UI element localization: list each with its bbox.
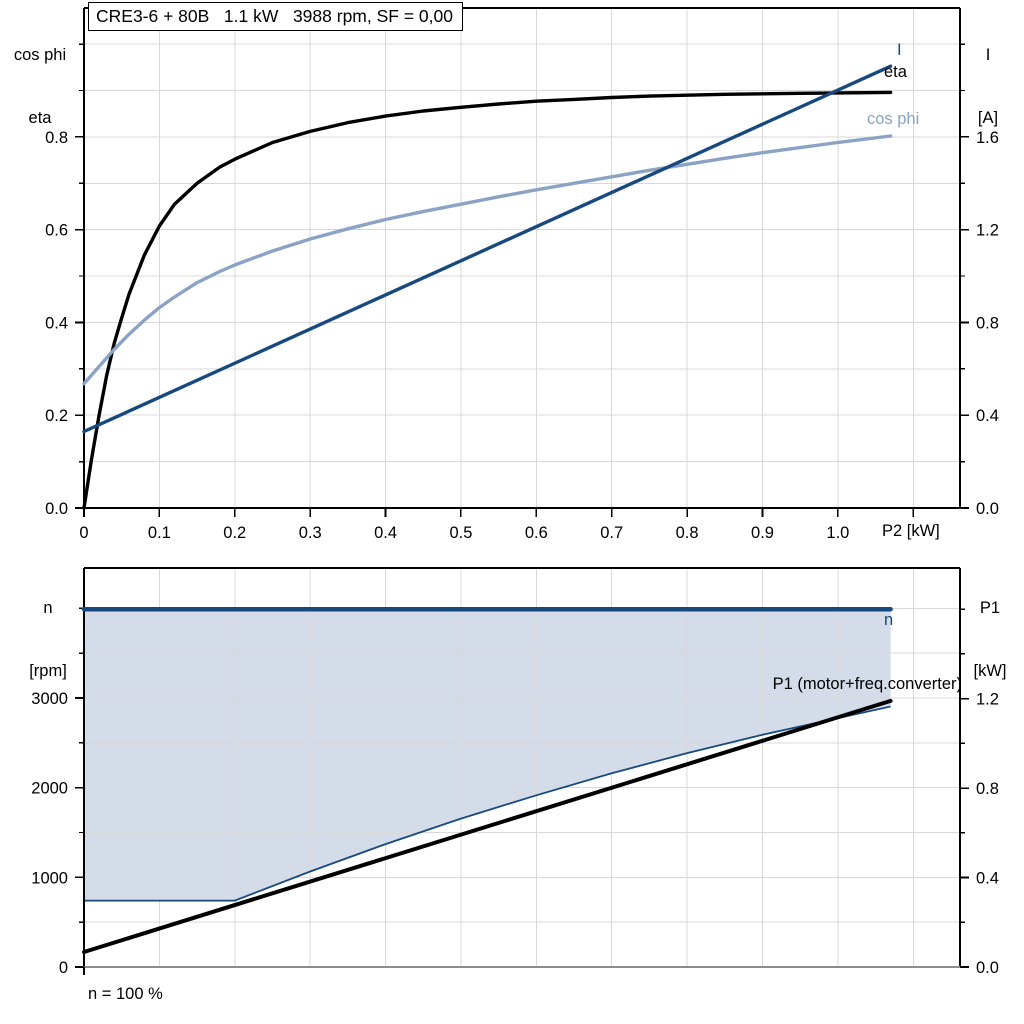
tick-label-left: 1000 bbox=[31, 869, 68, 887]
eta-axis-label: eta bbox=[28, 109, 52, 127]
tick-label-x: 0.1 bbox=[148, 524, 171, 542]
top-chart-left-axis-title: cos phi eta bbox=[2, 3, 78, 150]
tick-label-right: 0.8 bbox=[976, 314, 999, 332]
tick-label-x: 1.0 bbox=[826, 524, 849, 542]
tick-label-left: 0.8 bbox=[45, 129, 68, 147]
tick-label-x: 0.6 bbox=[525, 524, 548, 542]
tick-label-right: 0.0 bbox=[976, 500, 999, 518]
cos-phi-axis-label: cos phi bbox=[13, 46, 67, 64]
x-axis-title: P2 [kW] bbox=[882, 522, 940, 540]
tick-label-left: 3000 bbox=[31, 690, 68, 708]
tick-label-x: 0.8 bbox=[676, 524, 699, 542]
tick-label-left: 0.4 bbox=[45, 314, 68, 332]
tick-label-left: 0.6 bbox=[45, 222, 68, 240]
top-chart-right-axis-title: I [A] bbox=[950, 3, 1024, 150]
bottom-chart-right-axis-title: P1 [kW] bbox=[952, 556, 1024, 703]
current-curve-label: I bbox=[897, 41, 902, 59]
curve-i bbox=[82, 64, 893, 434]
tick-label-left: 0.0 bbox=[45, 500, 68, 518]
curve-cos-phi bbox=[82, 134, 893, 386]
p1-axis-label: P1 bbox=[979, 599, 1001, 617]
tick-label-right: 1.2 bbox=[976, 222, 999, 240]
tick-label-left: 0.2 bbox=[45, 407, 68, 425]
speed-footnote: n = 100 % bbox=[88, 985, 163, 1003]
tick-label-right: 1.6 bbox=[976, 129, 999, 147]
tick-label-right: 0.0 bbox=[976, 959, 999, 977]
speed-range-lower-edge bbox=[84, 705, 891, 902]
tick-label-x: 0.2 bbox=[223, 524, 246, 542]
tick-label-right: 0.8 bbox=[976, 780, 999, 798]
tick-label-x: 0.7 bbox=[600, 524, 623, 542]
eta-curve-label: eta bbox=[884, 63, 907, 81]
tick-label-x: 0.3 bbox=[299, 524, 322, 542]
current-axis-unit: [A] bbox=[977, 109, 999, 127]
tick-label-right: 0.4 bbox=[976, 407, 999, 425]
chart-title: CRE3-6 + 80B 1.1 kW 3988 rpm, SF = 0,00 bbox=[88, 2, 463, 31]
speed-axis-label: n bbox=[43, 599, 53, 617]
tick-label-left: 2000 bbox=[31, 780, 68, 798]
p1-curve-label: P1 (motor+freq.converter) bbox=[772, 675, 962, 693]
speed-curve-label: n bbox=[884, 611, 894, 629]
speed-range-area bbox=[84, 609, 891, 901]
tick-label-x: 0.9 bbox=[751, 524, 774, 542]
cos-phi-curve-label: cos phi bbox=[867, 110, 920, 128]
tick-label-left: 0 bbox=[59, 959, 68, 977]
speed-axis-unit: [rpm] bbox=[29, 662, 67, 680]
bottom-chart-left-axis-title: n [rpm] bbox=[10, 556, 86, 703]
p1-axis-unit: [kW] bbox=[973, 662, 1007, 680]
tick-label-x: 0 bbox=[79, 524, 88, 542]
tick-label-x: 0.5 bbox=[449, 524, 472, 542]
curve-p1-motor-freq-converter- bbox=[82, 698, 893, 954]
curve-eta bbox=[82, 90, 893, 510]
tick-label-x: 0.4 bbox=[374, 524, 397, 542]
tick-label-right: 0.4 bbox=[976, 870, 999, 888]
tick-label-right: 1.2 bbox=[976, 691, 999, 709]
current-axis-label: I bbox=[985, 46, 991, 64]
